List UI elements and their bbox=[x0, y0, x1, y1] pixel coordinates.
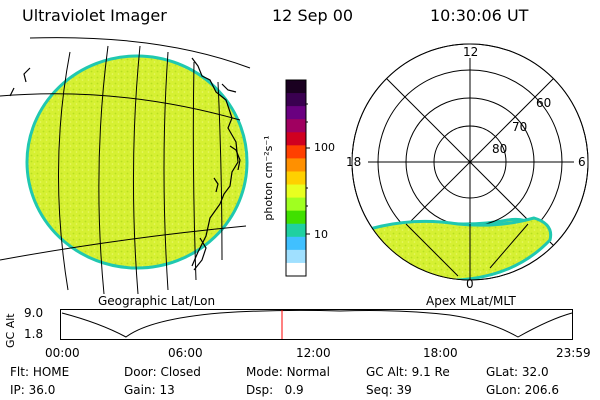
colorbar-segment bbox=[286, 210, 306, 225]
colorbar-segment bbox=[286, 262, 306, 277]
aurora-oval-fill bbox=[357, 216, 553, 280]
status-gc-alt: GC Alt: 9.1 Re bbox=[366, 365, 450, 379]
lat-label-60: 60 bbox=[536, 96, 552, 110]
alt-xtick-1: 06:00 bbox=[168, 346, 203, 360]
colorbar-gradient bbox=[286, 80, 306, 277]
alt-xtick-2: 12:00 bbox=[296, 346, 331, 360]
status-door: Door: Closed bbox=[124, 365, 201, 379]
mlt-label-0: 0 bbox=[466, 277, 474, 291]
status-flt: Flt: HOME bbox=[10, 365, 70, 379]
coastline bbox=[9, 57, 241, 271]
alt-ytick-min: 1.8 bbox=[24, 327, 44, 341]
alt-xtick-0: 00:00 bbox=[45, 346, 80, 360]
status-glon: GLon: 206.6 bbox=[486, 383, 559, 397]
colorbar-segment bbox=[286, 223, 306, 238]
instrument-title: Ultraviolet Imager bbox=[22, 6, 167, 25]
colorbar-segment bbox=[286, 93, 306, 107]
aurora-disk bbox=[25, 54, 249, 270]
colorbar-segment bbox=[286, 171, 306, 186]
colorbar-segment bbox=[286, 145, 306, 159]
colorbar-segment bbox=[286, 197, 306, 212]
colorbar-segment bbox=[286, 80, 306, 94]
lat-label-70: 70 bbox=[512, 120, 528, 134]
colorbar-segment bbox=[286, 236, 306, 251]
geographic-image bbox=[0, 37, 251, 295]
time-label: 10:30:06 UT bbox=[430, 6, 529, 25]
colorbar-ticks bbox=[306, 103, 310, 235]
altitude-plot bbox=[60, 309, 573, 340]
status-seq: Seq: 39 bbox=[366, 383, 412, 397]
polar-panel-label: Apex MLat/MLT bbox=[426, 294, 516, 308]
colorbar-unit-label: photon cm⁻²s⁻¹ bbox=[262, 135, 275, 220]
colorbar-segment bbox=[286, 132, 306, 146]
color-scale: photon cm⁻²s⁻¹ bbox=[262, 79, 310, 277]
mlt-label-6: 6 bbox=[578, 155, 586, 169]
date-label: 12 Sep 00 bbox=[272, 6, 354, 25]
altitude-curve bbox=[61, 309, 573, 338]
colorbar-tick-100: 100 bbox=[314, 141, 335, 154]
colorbar-segment bbox=[286, 158, 306, 172]
alt-axis-title: GC Alt bbox=[4, 313, 17, 348]
mlt-label-18: 18 bbox=[346, 155, 362, 169]
colorbar-segment bbox=[286, 249, 306, 264]
lat-label-80: 80 bbox=[492, 142, 508, 156]
status-glat: GLat: 32.0 bbox=[486, 365, 549, 379]
alt-ytick-max: 9.0 bbox=[24, 306, 44, 320]
status-mode: Mode: Normal bbox=[246, 365, 330, 379]
geo-grid-meridians bbox=[58, 45, 223, 295]
status-ip: IP: 36.0 bbox=[10, 383, 56, 397]
alt-xtick-3: 18:00 bbox=[423, 346, 458, 360]
geo-panel-label: Geographic Lat/Lon bbox=[98, 294, 216, 308]
status-gain: Gain: 13 bbox=[124, 383, 175, 397]
geo-grid-parallels bbox=[0, 37, 251, 261]
mlt-label-12: 12 bbox=[463, 45, 479, 59]
status-dsp: Dsp: 0.9 bbox=[246, 383, 304, 397]
alt-xtick-4: 23:59 bbox=[556, 346, 591, 360]
colorbar-segment bbox=[286, 184, 306, 199]
colorbar-tick-10: 10 bbox=[314, 228, 328, 241]
polar-aurora-overlay bbox=[351, 43, 589, 281]
colorbar-segment bbox=[286, 119, 306, 133]
colorbar-segment bbox=[286, 106, 306, 120]
